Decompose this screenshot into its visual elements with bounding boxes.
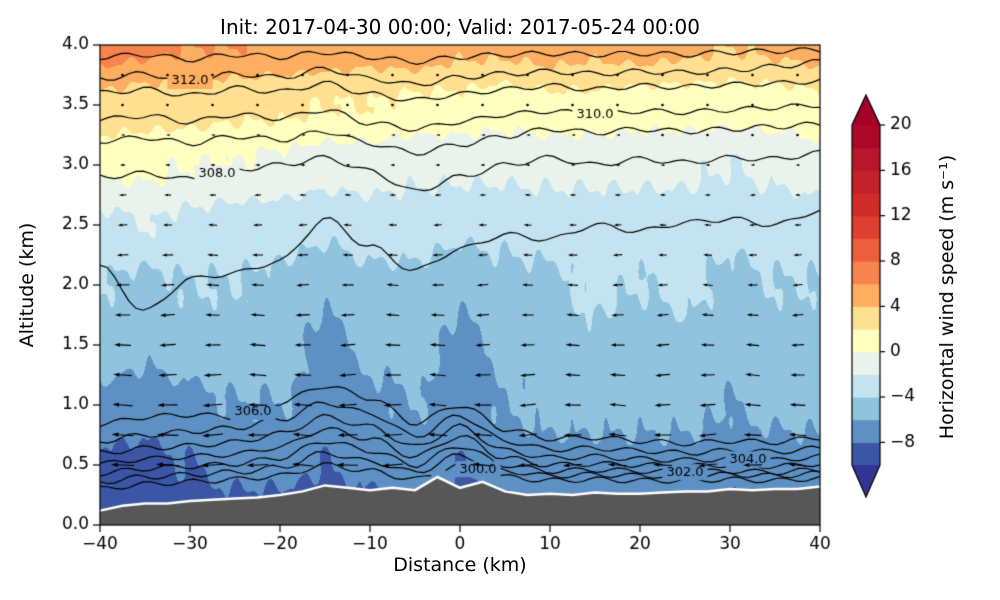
colorbar-label: Horizontal wind speed (m s⁻¹) [936,154,958,440]
x-axis-label: Distance (km) [393,554,527,576]
y-axis-label: Altitude (km) [16,222,38,348]
chart-title: Init: 2017-04-30 00:00; Valid: 2017-05-2… [220,15,700,39]
